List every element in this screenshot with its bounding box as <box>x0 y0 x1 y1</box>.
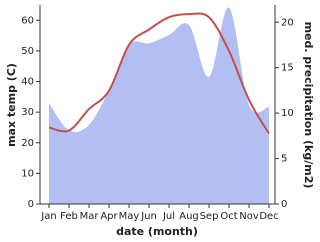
y-tick-label: 0 <box>28 199 34 210</box>
y-tick-label: 30 <box>21 107 34 118</box>
y2-tick-label: 20 <box>281 17 294 28</box>
y-tick-label: 40 <box>21 77 34 88</box>
x-tick-label: Mar <box>80 211 100 222</box>
y2-tick-label: 15 <box>281 63 294 74</box>
x-tick-label: Oct <box>220 211 237 222</box>
x-tick-label: May <box>119 211 140 222</box>
y-tick-label: 10 <box>21 168 34 179</box>
y2-tick-label: 0 <box>281 199 287 210</box>
y-tick-label: 60 <box>21 15 34 26</box>
x-tick-label: Jun <box>140 211 157 222</box>
y2-tick-label: 10 <box>281 108 294 119</box>
x-tick-label: Apr <box>100 211 118 222</box>
x-tick-label: Sep <box>200 211 219 222</box>
y2-axis-title: med. precipitation (kg/m2) <box>302 22 315 189</box>
x-tick-label: Dec <box>259 211 278 222</box>
temperature-line <box>48 12 270 135</box>
y2-tick-label: 5 <box>281 154 287 165</box>
x-tick-label: Aug <box>179 211 199 222</box>
x-tick-label: Jan <box>40 211 56 222</box>
x-axis-title: date (month) <box>116 225 198 238</box>
y-tick-label: 50 <box>21 46 34 57</box>
x-tick-label: Feb <box>60 211 78 222</box>
y-axis-title: max temp (C) <box>5 63 18 147</box>
x-tick-label: Jul <box>162 211 175 222</box>
x-tick-label: Nov <box>239 211 259 222</box>
precipitation-area <box>49 7 269 204</box>
y-tick-label: 20 <box>21 138 34 149</box>
